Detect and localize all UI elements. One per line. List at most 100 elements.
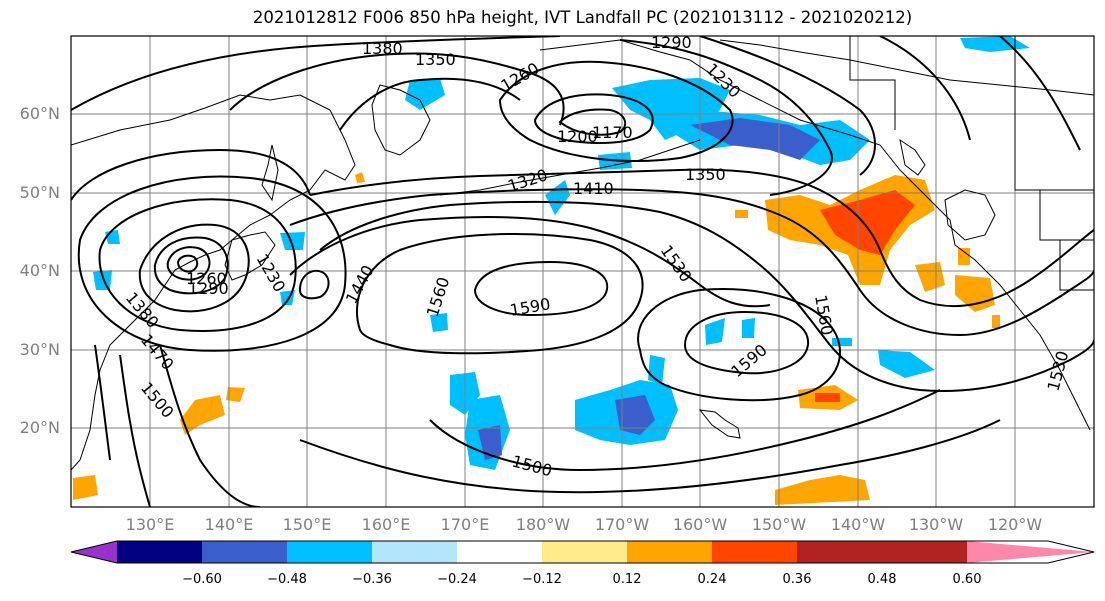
- contour-label: 1170: [592, 123, 633, 142]
- lat-label: 40°N: [19, 261, 60, 280]
- negative-shade-region: [690, 118, 820, 160]
- contour-label: 1350: [415, 50, 456, 69]
- colorbar-tick-label: 0.12: [612, 572, 642, 587]
- page-title: 2021012812 F006 850 hPa height, IVT Land…: [252, 8, 913, 27]
- negative-shade-region: [93, 270, 112, 290]
- height-contour: [498, 60, 734, 162]
- coastlines: [71, 36, 1094, 471]
- lon-label: 130°E: [125, 515, 175, 534]
- coastline-sakhalin: [261, 144, 279, 202]
- colorbar-tick-label: −0.12: [522, 572, 562, 587]
- contour-label: 1290: [651, 33, 692, 52]
- height-contour: [309, 168, 1094, 308]
- colorbar-tick-label: −0.48: [267, 572, 307, 587]
- negative-shade-region: [430, 313, 448, 332]
- colorbar-swatch: [967, 541, 1094, 563]
- height-contour: [683, 310, 810, 375]
- negative-shade-region: [742, 318, 755, 338]
- positive-shade-region: [735, 210, 748, 218]
- height-contour: [98, 198, 297, 332]
- height-contour: [319, 200, 1094, 392]
- contour-label: 1350: [685, 165, 726, 184]
- positive-shade-region: [73, 475, 98, 500]
- colorbar-swatch: [797, 541, 882, 563]
- height-contour: [533, 93, 654, 144]
- colorbar: [70, 540, 1095, 564]
- height-contour: [289, 215, 771, 308]
- lat-label: 60°N: [19, 104, 60, 123]
- height-contour: [699, 36, 876, 176]
- negative-shade-region: [478, 425, 502, 460]
- colorbar-swatch: [712, 541, 797, 563]
- contour-label: 1290: [188, 279, 229, 298]
- lon-label: 180°W: [515, 515, 571, 534]
- lon-label: 160°E: [361, 515, 411, 534]
- lon-label: 170°W: [594, 515, 650, 534]
- contour-label: 1410: [573, 179, 614, 198]
- lon-label: 120°W: [987, 515, 1043, 534]
- height-contour: [94, 344, 111, 461]
- boundary-canada: [849, 36, 1094, 291]
- lon-label: 130°W: [908, 515, 964, 534]
- positive-shade-region: [355, 172, 365, 183]
- lat-label: 30°N: [19, 340, 60, 359]
- height-contour: [289, 188, 1094, 337]
- negative-shade-region: [878, 350, 935, 378]
- lon-label: 160°W: [672, 515, 728, 534]
- lon-label: 150°E: [282, 515, 332, 534]
- colorbar-tick-label: −0.24: [437, 572, 477, 587]
- map-frame: [70, 35, 1095, 508]
- negative-shade-region: [705, 318, 725, 345]
- positive-shade-region: [958, 248, 970, 265]
- height-contour: [153, 236, 229, 295]
- height-contour: [619, 39, 833, 196]
- height-contour: [138, 223, 250, 313]
- height-contour: [999, 36, 1081, 151]
- colorbar-swatch: [372, 541, 457, 563]
- negative-shade-region: [615, 395, 655, 435]
- lon-label: 140°W: [830, 515, 886, 534]
- colorbar-tick-label: 0.60: [952, 572, 982, 587]
- height-contour: [77, 175, 347, 352]
- coastline-kamchatka: [371, 84, 431, 156]
- colorbar-swatch: [882, 541, 967, 563]
- height-contour: [473, 260, 608, 317]
- colorbar-swatch: [457, 541, 542, 563]
- contour-label: 1200: [557, 127, 598, 146]
- colorbar-swatch: [542, 541, 627, 563]
- height-contour: [176, 254, 199, 273]
- height-contour: [229, 52, 565, 126]
- coastline-aleutians: [439, 139, 701, 196]
- colorbar-swatch: [202, 541, 287, 563]
- contour-label: 1260: [186, 269, 227, 288]
- lon-label: 150°W: [751, 515, 807, 534]
- colorbar-swatch: [287, 541, 372, 563]
- height-contour: [429, 389, 941, 472]
- positive-shade-region: [180, 395, 225, 435]
- colorbar-swatch: [627, 541, 712, 563]
- negative-shade-region: [405, 78, 445, 110]
- colorbar-outline: [70, 540, 1095, 564]
- positive-shade-region: [915, 262, 945, 292]
- height-contour: [879, 36, 971, 141]
- lon-label: 170°E: [440, 515, 490, 534]
- positive-shade-region: [815, 393, 840, 402]
- height-contour: [166, 246, 211, 281]
- negative-shade-region: [280, 232, 305, 250]
- height-contour: [159, 344, 261, 507]
- lon-label: 140°E: [204, 515, 254, 534]
- height-contour: [71, 148, 311, 201]
- contour-label: 1380: [362, 39, 403, 58]
- colorbar-tick-label: 0.36: [782, 572, 812, 587]
- coastline-hudson: [944, 189, 996, 241]
- coastline-asia: [71, 94, 356, 471]
- height-contours: [71, 36, 1094, 507]
- height-contour: [299, 419, 1001, 494]
- height-contour: [339, 77, 521, 131]
- coastline-vancouver: [899, 138, 926, 176]
- height-contour: [119, 354, 151, 507]
- height-contour: [355, 233, 644, 355]
- positive-shade-region: [820, 190, 915, 255]
- coastline-hawaii: [698, 409, 741, 439]
